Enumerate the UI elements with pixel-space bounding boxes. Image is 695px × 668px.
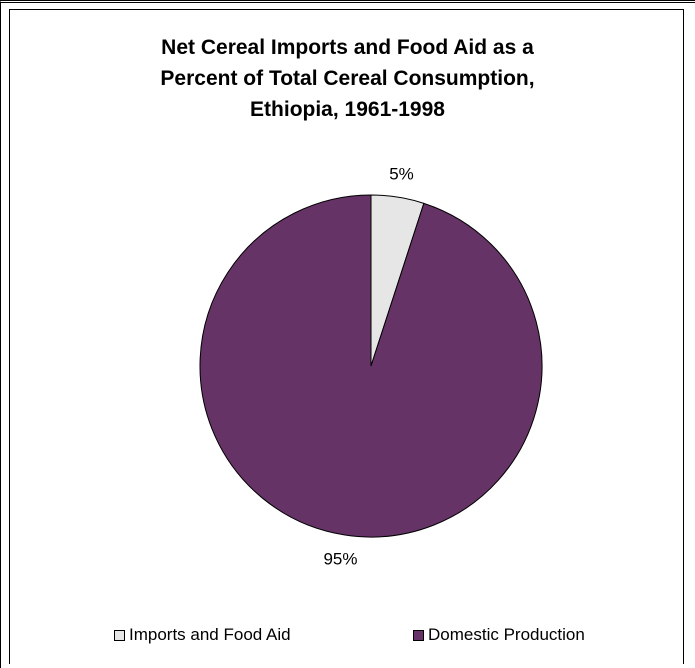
legend: Imports and Food Aid Domestic Production [10, 625, 685, 649]
pie-chart: 5% 95% [199, 164, 543, 569]
chart-title-line-1: Net Cereal Imports and Food Aid as a [161, 36, 534, 59]
pie-slice-domestic-production [199, 194, 543, 538]
chart-area: Net Cereal Imports and Food Aid as a Per… [9, 9, 684, 664]
legend-item-imports: Imports and Food Aid [114, 625, 291, 645]
chart-title-line-2: Percent of Total Cereal Consumption, [160, 67, 535, 90]
chart-title: Net Cereal Imports and Food Aid as a Per… [10, 32, 685, 125]
legend-label-domestic: Domestic Production [428, 625, 585, 644]
legend-swatch-domestic [413, 629, 424, 641]
data-label-imports-and-food-aid: 5% [389, 164, 414, 183]
data-label-domestic-production: 95% [323, 550, 357, 569]
chart-title-line-3: Ethiopia, 1961-1998 [250, 98, 445, 121]
legend-swatch-imports [114, 629, 125, 641]
legend-label-imports: Imports and Food Aid [129, 625, 291, 644]
legend-item-domestic: Domestic Production [413, 625, 585, 645]
